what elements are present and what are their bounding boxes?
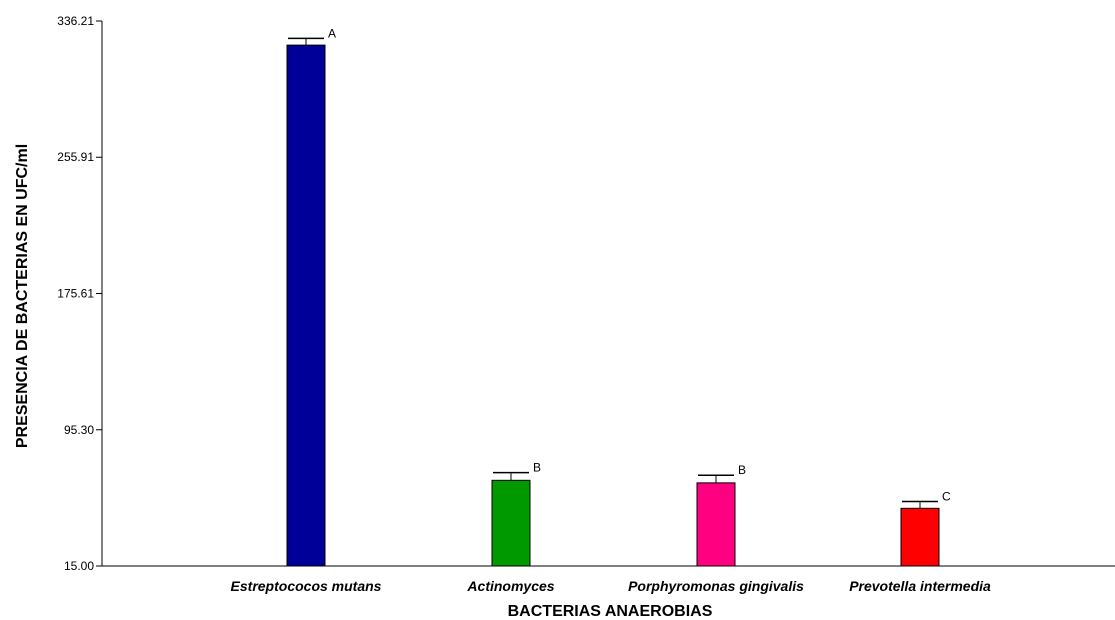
significance-letter: C bbox=[942, 490, 951, 504]
significance-letter: B bbox=[533, 461, 541, 475]
bar bbox=[286, 44, 326, 567]
y-tick-label: 255.91 bbox=[57, 150, 94, 164]
x-category-label: Actinomyces bbox=[466, 578, 554, 594]
significance-letter: A bbox=[328, 26, 336, 40]
x-category-label: Porphyromonas gingivalis bbox=[628, 578, 804, 594]
x-axis-title: BACTERIAS ANAEROBIAS bbox=[508, 603, 713, 620]
bar bbox=[696, 482, 736, 567]
y-tick-label: 15.00 bbox=[64, 559, 94, 573]
x-category-label: Prevotella intermedia bbox=[849, 578, 991, 594]
bars-group: A B B C bbox=[286, 26, 951, 567]
y-tick-label: 175.61 bbox=[57, 286, 94, 300]
significance-letter: B bbox=[738, 463, 746, 477]
y-axis-title: PRESENCIA DE BACTERIAS EN UFC/ml bbox=[14, 144, 31, 448]
bar bbox=[900, 507, 940, 567]
bar bbox=[491, 479, 531, 567]
x-category-label: Estreptococos mutans bbox=[231, 578, 382, 594]
category-labels: Estreptococos mutans Actinomyces Porphyrom… bbox=[231, 578, 991, 594]
y-tick-label: 95.30 bbox=[64, 423, 94, 437]
y-axis-ticks: 15.00 95.30 175.61 255.91 336.21 bbox=[57, 14, 102, 573]
y-tick-label: 336.21 bbox=[57, 14, 94, 28]
